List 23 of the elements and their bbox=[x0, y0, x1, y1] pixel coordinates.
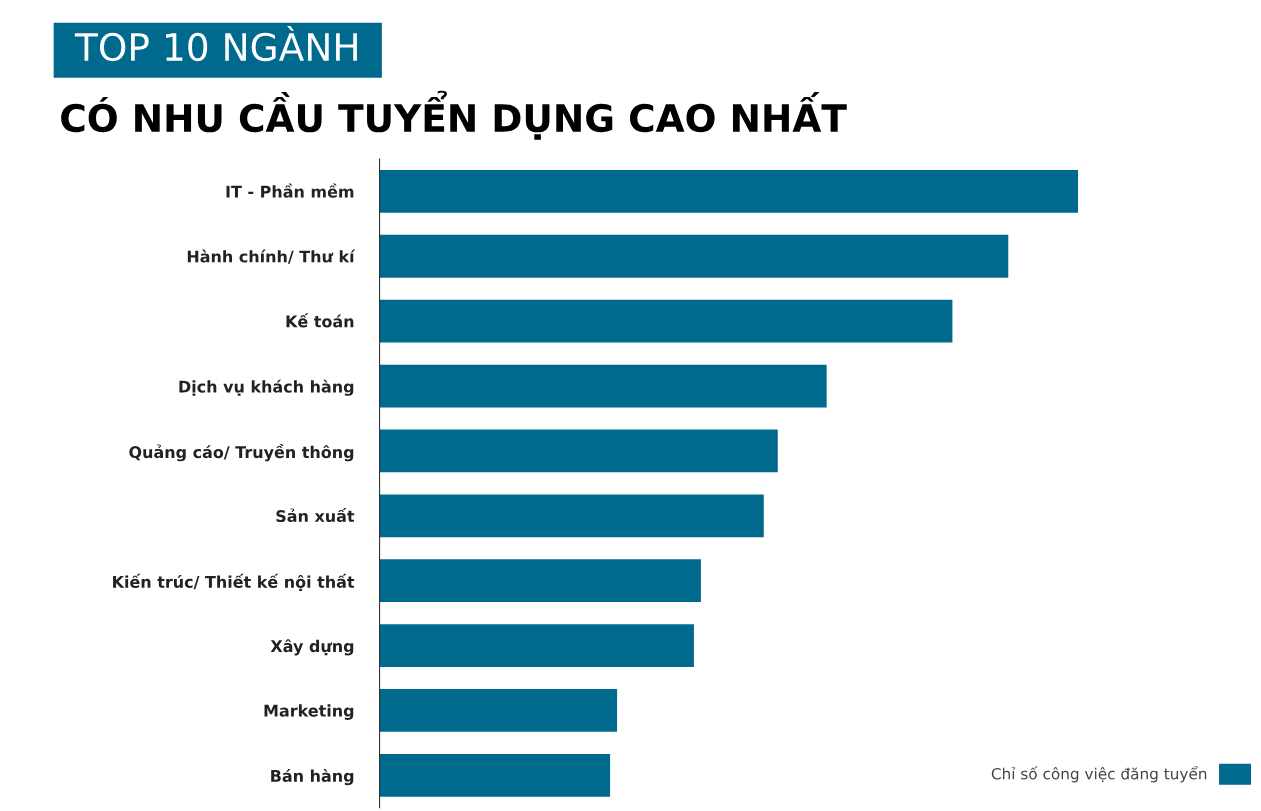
bar bbox=[379, 364, 827, 408]
chart-subtitle: CÓ NHU CẦU TUYỂN DỤNG CAO NHẤT bbox=[61, 90, 847, 140]
bar bbox=[379, 559, 701, 603]
bar bbox=[379, 753, 611, 797]
y-tick-label: Quảng cáo/ Truyền thông bbox=[129, 443, 354, 462]
legend-label: Chỉ số công việc đăng tuyển bbox=[991, 766, 1207, 783]
y-tick-label: Kế toán bbox=[286, 313, 354, 328]
bar bbox=[379, 429, 778, 473]
y-tick-label: Hành chính/ Thư kí bbox=[187, 249, 356, 264]
bar bbox=[379, 299, 953, 343]
y-tick-label: Kiến trúc/ Thiết kế nội thất bbox=[113, 573, 355, 592]
y-tick-label: IT - Phần mềm bbox=[226, 183, 354, 198]
bar bbox=[379, 169, 1079, 213]
y-tick-label: Marketing bbox=[264, 704, 354, 720]
y-tick-label: Xây dựng bbox=[270, 639, 354, 656]
chart-title: TOP 10 NGÀNH bbox=[74, 25, 357, 62]
y-tick-label: Sản xuất bbox=[276, 507, 355, 523]
bar bbox=[379, 234, 1009, 278]
bar bbox=[379, 494, 764, 538]
y-tick-label: Bán hàng bbox=[271, 768, 354, 786]
bar bbox=[379, 624, 694, 667]
y-tick-label: Dịch vụ khách hàng bbox=[179, 379, 354, 396]
bar bbox=[379, 689, 618, 732]
